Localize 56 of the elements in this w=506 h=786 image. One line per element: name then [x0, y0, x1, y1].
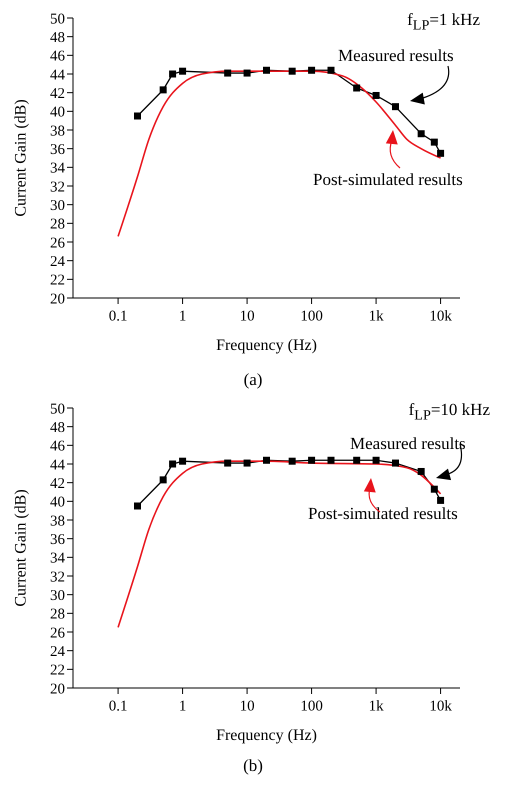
legend-label: Post-simulated results	[308, 504, 458, 524]
y-tick-label: 34	[50, 550, 66, 567]
y-tick-label: 46	[50, 438, 66, 455]
x-axis-title: Frequency (Hz)	[216, 727, 317, 744]
y-tick-label: 42	[50, 86, 65, 102]
y-tick-label: 50	[50, 401, 65, 418]
y-axis-title: Current Gain (dB)	[12, 489, 30, 607]
y-tick-label: 24	[50, 644, 66, 660]
y-tick-label: 24	[50, 254, 66, 270]
y-tick-label: 30	[50, 198, 65, 214]
y-tick-label: 44	[50, 457, 66, 474]
x-tick-label: 10k	[429, 698, 452, 715]
x-tick-label: 100	[300, 698, 323, 715]
x-tick-label: 1	[178, 698, 186, 715]
x-tick-label: 0.1	[108, 308, 128, 325]
y-tick-label: 44	[50, 67, 66, 84]
text: (b)	[242, 756, 264, 776]
series-label: Measured results	[350, 434, 466, 454]
y-tick-label: 38	[50, 513, 65, 530]
y-tick-label: 48	[50, 30, 65, 46]
x-tick-label: 1k	[368, 698, 384, 715]
y-tick-label: 48	[50, 420, 65, 436]
x-tick-label: 10	[240, 308, 255, 325]
legend-label: Post-simulated results	[313, 170, 463, 190]
x-tick-label: 10k	[429, 308, 452, 325]
x-tick-label: 0.1	[108, 698, 128, 715]
y-tick-label: 46	[50, 48, 66, 65]
x-tick-label: 1k	[368, 308, 384, 325]
x-axis-title: Frequency (Hz)	[216, 337, 317, 354]
y-tick-label: 36	[50, 532, 66, 548]
y-tick-label: 40	[50, 494, 65, 511]
y-tick-label: 50	[50, 11, 65, 28]
y-tick-label: 30	[50, 588, 65, 604]
y-tick-label: 20	[50, 681, 65, 698]
annotation: f$_{LP}$=10 kHz	[408, 400, 490, 424]
y-axis-title: Current Gain (dB)	[12, 99, 30, 217]
y-tick-label: 26	[50, 235, 66, 252]
y-tick-label: 42	[50, 476, 65, 492]
y-tick-label: 32	[50, 179, 65, 196]
y-tick-label: 22	[50, 662, 65, 679]
text: (a)	[242, 370, 264, 390]
y-tick-label: 32	[50, 569, 65, 586]
series-label: Measured results	[338, 46, 454, 66]
y-tick-label: 26	[50, 625, 66, 642]
y-tick-label: 28	[50, 606, 65, 623]
y-tick-label: 40	[50, 104, 65, 121]
y-tick-label: 34	[50, 160, 66, 177]
x-tick-label: 1	[178, 308, 186, 325]
y-tick-label: 28	[50, 216, 65, 233]
y-tick-label: 20	[50, 291, 65, 308]
x-tick-label: 100	[300, 308, 323, 325]
y-tick-label: 22	[50, 272, 65, 289]
y-tick-label: 38	[50, 123, 65, 140]
y-tick-label: 36	[50, 142, 66, 158]
x-tick-label: 10	[240, 698, 255, 715]
annotation: f$_{LP}$=1 kHz	[407, 10, 480, 34]
